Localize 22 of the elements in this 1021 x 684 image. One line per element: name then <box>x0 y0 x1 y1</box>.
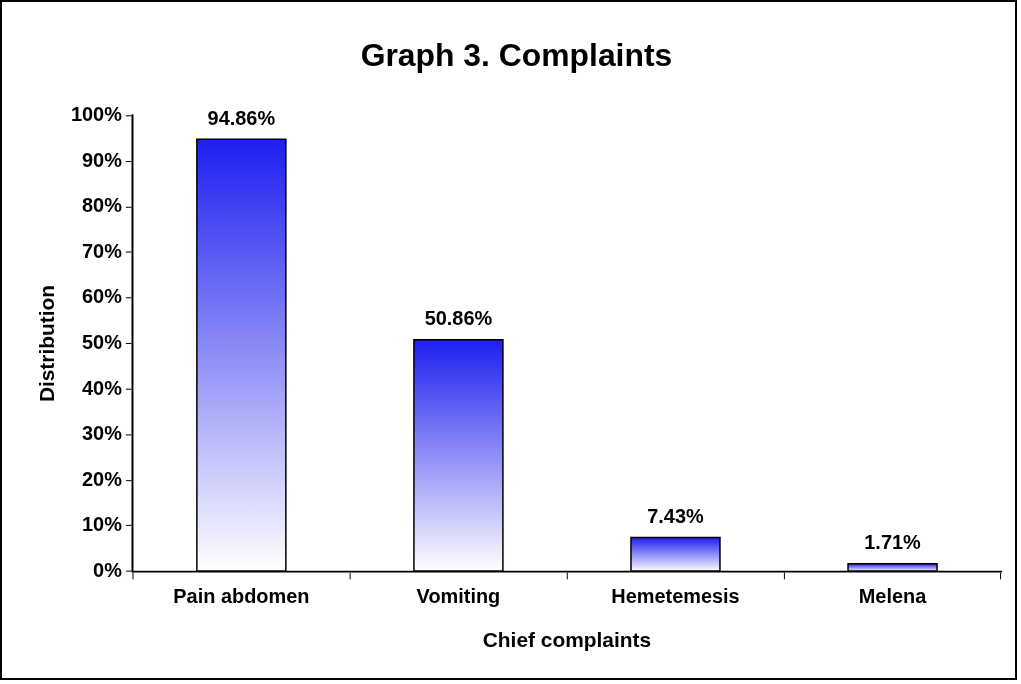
y-tick-label: 40% <box>82 376 123 399</box>
y-tick-label: 30% <box>82 422 123 445</box>
y-tick-label: 60% <box>82 285 123 308</box>
x-tick-label: Vomiting <box>416 584 501 607</box>
y-tick-label: 20% <box>82 467 123 490</box>
y-tick-label: 70% <box>82 239 123 262</box>
y-axis-title: Distribution <box>35 285 59 403</box>
data-label: 94.86% <box>207 106 276 129</box>
chart-title: Graph 3. Complaints <box>360 36 673 73</box>
y-tick-label: 100% <box>70 103 123 126</box>
x-tick-label: Hemetemesis <box>611 584 740 607</box>
data-label: 50.86% <box>424 307 493 330</box>
y-tick-label: 0% <box>93 558 123 581</box>
data-label: 1.71% <box>864 531 922 554</box>
y-tick-label: 50% <box>82 331 123 354</box>
y-tick-label: 90% <box>82 148 123 171</box>
y-tick-label: 10% <box>82 513 123 536</box>
x-tick-label: Pain abdomen <box>173 584 310 607</box>
x-tick-label: Melena <box>858 584 928 607</box>
x-axis-title: Chief complaints <box>482 628 652 652</box>
data-label: 7.43% <box>647 505 705 528</box>
y-tick-label: 80% <box>82 194 123 217</box>
